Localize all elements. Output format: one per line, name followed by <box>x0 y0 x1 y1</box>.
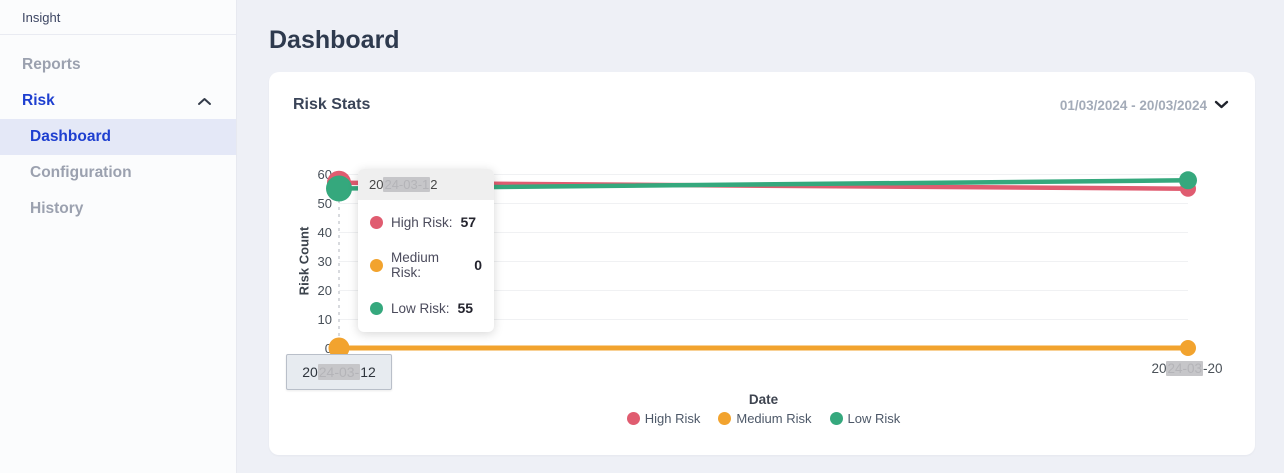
sidebar-item-risk[interactable]: Risk <box>0 83 236 119</box>
tooltip-body: High Risk: 57 Medium Risk: 0 Low Risk: 5… <box>358 200 494 332</box>
sidebar-item-history[interactable]: History <box>0 191 236 227</box>
legend-item-low-risk[interactable]: Low Risk <box>829 411 901 426</box>
sidebar-item-label: Dashboard <box>30 128 111 145</box>
redaction-box: 24-03- <box>317 364 361 380</box>
x-tick-right: 2024-03-20 <box>1107 361 1267 376</box>
tooltip-label: Low Risk: <box>391 300 450 316</box>
low-risk-dot-icon <box>370 301 383 315</box>
gridline <box>339 174 1188 175</box>
tooltip-row-medium-risk: Medium Risk: 0 <box>358 240 494 290</box>
x-tick-suffix: -20 <box>1203 361 1223 376</box>
high-risk-dot-icon <box>626 412 640 425</box>
redaction-box: 24-03 <box>1166 361 1204 376</box>
high-risk-dot-icon <box>370 215 383 229</box>
low-risk-point-end <box>1179 171 1197 190</box>
low-risk-point-hover <box>326 175 352 202</box>
tooltip-row-low-risk: Low Risk: 55 <box>358 290 494 326</box>
date-range-picker[interactable]: 01/03/2024 - 20/03/2024 <box>1060 96 1229 114</box>
legend-label: Low Risk <box>847 411 901 426</box>
sidebar-item-label: Risk <box>22 92 55 109</box>
page-title: Dashboard <box>269 26 400 54</box>
medium-risk-dot-icon <box>718 412 732 425</box>
medium-risk-point-end <box>1180 340 1196 356</box>
main-content: Dashboard Risk Stats 01/03/2024 - 20/03/… <box>237 0 1284 473</box>
sidebar-item-label: Configuration <box>30 164 132 181</box>
tooltip-value: 57 <box>460 214 477 230</box>
sidebar-item-dashboard[interactable]: Dashboard <box>0 119 236 155</box>
legend-item-high-risk[interactable]: High Risk <box>626 411 701 426</box>
y-tick-50: 50 <box>317 196 332 211</box>
gridline <box>339 290 1188 291</box>
chart-tooltip: 2024-03-12 High Risk: 57 Medium Risk: 0 <box>358 169 494 332</box>
date-range-label: 01/03/2024 - 20/03/2024 <box>1059 97 1207 113</box>
tooltip-value: 55 <box>457 300 474 316</box>
y-tick-0: 0 <box>324 341 332 356</box>
brand-title: Insight <box>0 0 236 35</box>
sidebar-item-label: Reports <box>22 56 81 73</box>
low-risk-dot-icon <box>829 412 843 425</box>
sidebar: Insight Reports Risk Dashboard Configura… <box>0 0 237 473</box>
redaction-box: 24-03-1 <box>383 177 431 192</box>
pointer-label-suffix: 12 <box>360 364 376 380</box>
sidebar-item-label: History <box>30 200 84 217</box>
panel-title: Risk Stats <box>293 96 371 113</box>
x-axis-title: Date <box>748 392 779 407</box>
panel-header: Risk Stats 01/03/2024 - 20/03/2024 <box>269 72 1255 114</box>
chart-legend: High Risk Medium Risk Low Risk <box>339 411 1188 426</box>
x-axis-pointer-label: 20 24-03- 12 <box>286 354 392 390</box>
gridline <box>339 261 1188 262</box>
pointer-label-prefix: 20 <box>302 364 318 380</box>
gridline <box>339 319 1188 320</box>
tooltip-label: Medium Risk: <box>391 250 440 280</box>
y-axis-title-wrap: Risk Count <box>295 174 313 348</box>
gridline <box>339 203 1188 204</box>
chevron-down-icon <box>1214 96 1229 114</box>
tooltip-date-suffix: 2 <box>430 177 438 192</box>
y-tick-30: 30 <box>317 254 332 269</box>
medium-risk-dot-icon <box>370 258 383 272</box>
y-tick-20: 20 <box>317 283 332 298</box>
gridline <box>339 232 1188 233</box>
y-tick-40: 40 <box>317 225 332 240</box>
x-tick-prefix: 20 <box>1151 361 1167 376</box>
sidebar-nav: Reports Risk Dashboard Configuration His… <box>0 35 236 227</box>
legend-label: Medium Risk <box>736 411 812 426</box>
risk-stats-panel: Risk Stats 01/03/2024 - 20/03/2024 60 50… <box>269 72 1255 455</box>
chevron-up-icon <box>197 97 212 106</box>
tooltip-row-high-risk: High Risk: 57 <box>358 204 494 240</box>
sidebar-item-configuration[interactable]: Configuration <box>0 155 236 191</box>
tooltip-date-prefix: 20 <box>369 177 384 192</box>
tooltip-date: 2024-03-12 <box>358 169 494 200</box>
medium-risk-point-hover <box>328 337 350 359</box>
tooltip-label: High Risk: <box>391 214 453 230</box>
y-tick-10: 10 <box>317 312 332 327</box>
sidebar-item-reports[interactable]: Reports <box>0 47 236 83</box>
y-axis-title: Risk Count <box>296 226 312 296</box>
legend-item-medium-risk[interactable]: Medium Risk <box>718 411 812 426</box>
tooltip-value: 0 <box>474 257 482 273</box>
legend-label: High Risk <box>644 411 701 426</box>
